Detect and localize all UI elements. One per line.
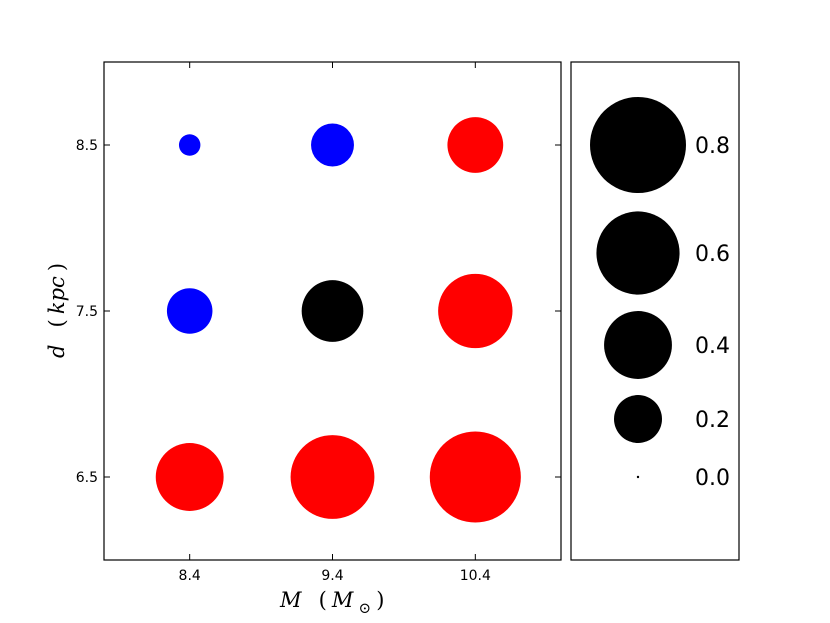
legend-size-label: 0.8 — [695, 134, 730, 159]
x-tick-label: 8.4 — [179, 568, 201, 584]
data-point — [447, 117, 504, 173]
y-axis-label: d ( kpc ) — [45, 263, 69, 358]
data-point — [155, 443, 224, 511]
legend-size-label: 0.2 — [695, 408, 730, 433]
legend-size-marker — [590, 97, 686, 193]
y-axis-var: d — [45, 345, 69, 358]
legend-size-marker — [604, 311, 672, 379]
legend-size-marker — [636, 475, 640, 479]
x-axis-unit: M — [331, 588, 354, 612]
data-point — [301, 280, 364, 342]
data-point — [178, 134, 201, 156]
data-point — [438, 273, 513, 349]
data-points — [155, 117, 521, 523]
legend-size-label: 0.4 — [695, 334, 730, 359]
data-point — [311, 123, 354, 167]
data-point — [290, 435, 375, 519]
data-point — [429, 431, 521, 523]
y-tick-label: 7.5 — [76, 304, 98, 320]
x-axis-unit-sub: ⊙ — [359, 599, 372, 617]
data-point — [166, 288, 213, 334]
x-axis-var: M — [279, 588, 302, 612]
x-tick-label: 9.4 — [321, 568, 343, 584]
legend-size-marker — [614, 395, 662, 443]
x-tick-label: 10.4 — [460, 568, 491, 584]
x-axis-label: M ( M ⊙ ) — [279, 588, 384, 617]
y-tick-label: 8.5 — [76, 138, 98, 154]
legend-size-marker — [596, 211, 680, 295]
legend-size-label: 0.6 — [695, 242, 730, 267]
y-axis-unit: kpc — [45, 276, 69, 314]
axis-ticks: 8.4 9.4 10.4 6.5 7.5 8.5 — [76, 62, 561, 584]
size-legend: 0.8 0.6 0.4 0.2 0.0 — [590, 97, 730, 491]
legend-size-label: 0.0 — [695, 466, 730, 491]
y-tick-label: 6.5 — [76, 470, 98, 486]
